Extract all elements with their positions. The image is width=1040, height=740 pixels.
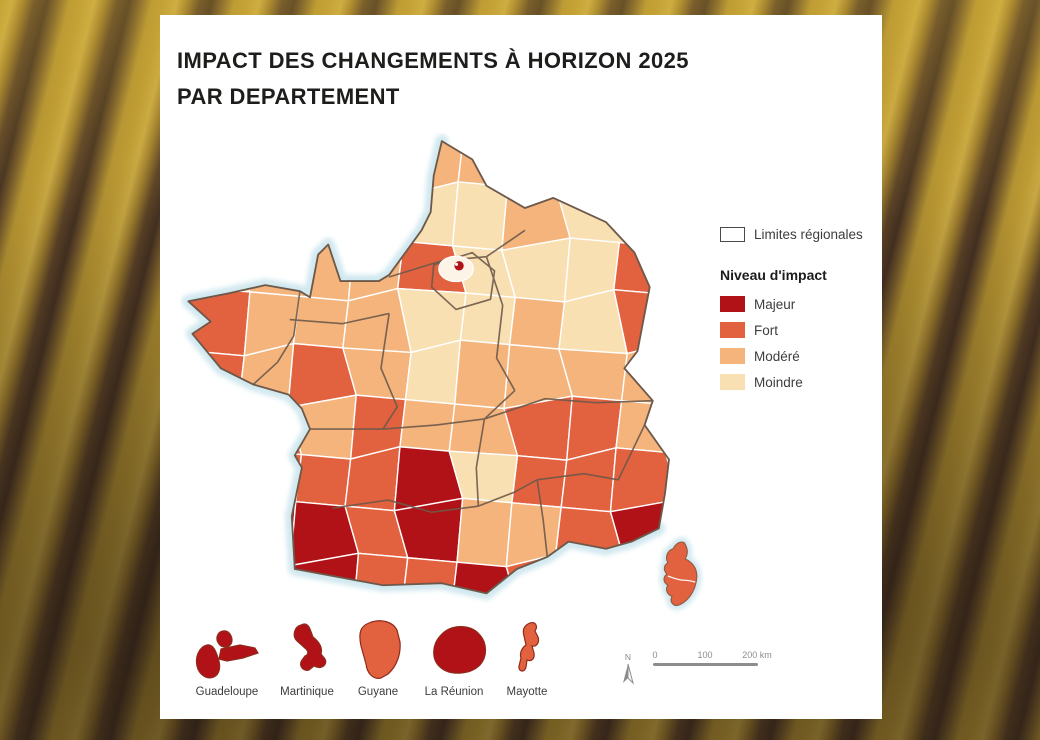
territory-label: Mayotte [506, 686, 548, 698]
legend-color-swatch [720, 348, 745, 364]
territory-mayotte: Mayotte [504, 615, 550, 698]
territory-guadeloupe: Guadeloupe [192, 615, 262, 698]
regional-limits-label: Limites régionales [754, 227, 863, 242]
territory-landmass [433, 626, 487, 674]
north-label: N [624, 652, 632, 662]
scale-bar-line [653, 663, 758, 666]
corsica-department-divider [667, 575, 696, 583]
department-cell [609, 447, 669, 513]
legend-color-swatch [720, 374, 745, 390]
france-outline [187, 140, 670, 595]
territory-la-réunion: La Réunion [420, 615, 488, 698]
north-arrow-icon [623, 663, 634, 685]
department-cell [554, 553, 625, 594]
paris-dot-highlight [455, 262, 459, 266]
department-cell [295, 453, 352, 507]
territory-shape [518, 622, 540, 672]
page-title-line2: PAR DEPARTEMENT [177, 83, 400, 109]
territory-landmass [293, 623, 327, 671]
paris-majeur-dot [454, 261, 464, 271]
legend-level-row: Modéré [720, 348, 900, 364]
paris-area [438, 255, 474, 283]
scale-tick-label: 0 [652, 650, 658, 660]
north-indicator: N [620, 653, 636, 690]
territory-label: Guadeloupe [195, 686, 259, 698]
territory-landmass [518, 622, 540, 672]
scale-tick-label: 200 km [742, 650, 772, 660]
department-cells [188, 141, 669, 594]
legend-level-row: Fort [720, 322, 900, 338]
corsica [663, 541, 698, 606]
page-title-line1: IMPACT DES CHANGEMENTS À HORIZON 2025 [177, 48, 689, 73]
department-cell [457, 141, 514, 188]
page-title: IMPACT DES CHANGEMENTS À HORIZON 2025 PA… [177, 43, 817, 114]
impact-levels: Majeur Fort Modéré Moindre [720, 296, 900, 390]
department-cell [339, 189, 410, 243]
territory-label: Martinique [280, 686, 334, 698]
legend-color-swatch [720, 322, 745, 338]
territory-landmass [195, 630, 259, 679]
overseas-territories: Guadeloupe Martinique Guyane La Réunion Mayo… [192, 615, 550, 698]
territory-shape [293, 623, 327, 671]
legend-level-label: Modéré [754, 348, 800, 364]
france-map [181, 134, 702, 610]
info-card: IMPACT DES CHANGEMENTS À HORIZON 2025 PA… [160, 15, 882, 719]
legend-level-row: Moindre [720, 374, 900, 390]
territory-shape [433, 626, 487, 674]
legend-level-row: Majeur [720, 296, 900, 312]
legend-level-label: Fort [754, 322, 779, 338]
regional-limits-row: Limites régionales [720, 227, 900, 242]
region-borders [252, 229, 653, 557]
scale-tick-label: 100 [697, 650, 713, 660]
scale-bar: N 0 100 200 km [620, 645, 810, 697]
territory-shape [195, 630, 259, 679]
regional-limits-swatch-icon [720, 227, 745, 242]
department-cell [508, 296, 566, 350]
territory-guyane: Guyane [352, 615, 404, 698]
legend-level-label: Majeur [754, 296, 796, 312]
map-legend: Limites régionales Niveau d'impact Majeu… [720, 227, 900, 400]
legend-level-label: Moindre [754, 374, 803, 390]
territory-label: Guyane [357, 686, 399, 698]
legend-color-swatch [720, 296, 745, 312]
territory-martinique: Martinique [278, 615, 336, 698]
department-cell [454, 339, 511, 410]
department-cell [450, 561, 521, 594]
department-cell [232, 402, 303, 456]
impact-legend-title: Niveau d'impact [720, 267, 827, 283]
territory-landmass [359, 620, 401, 679]
territory-shape [359, 620, 401, 679]
territory-label: La Réunion [424, 686, 484, 698]
